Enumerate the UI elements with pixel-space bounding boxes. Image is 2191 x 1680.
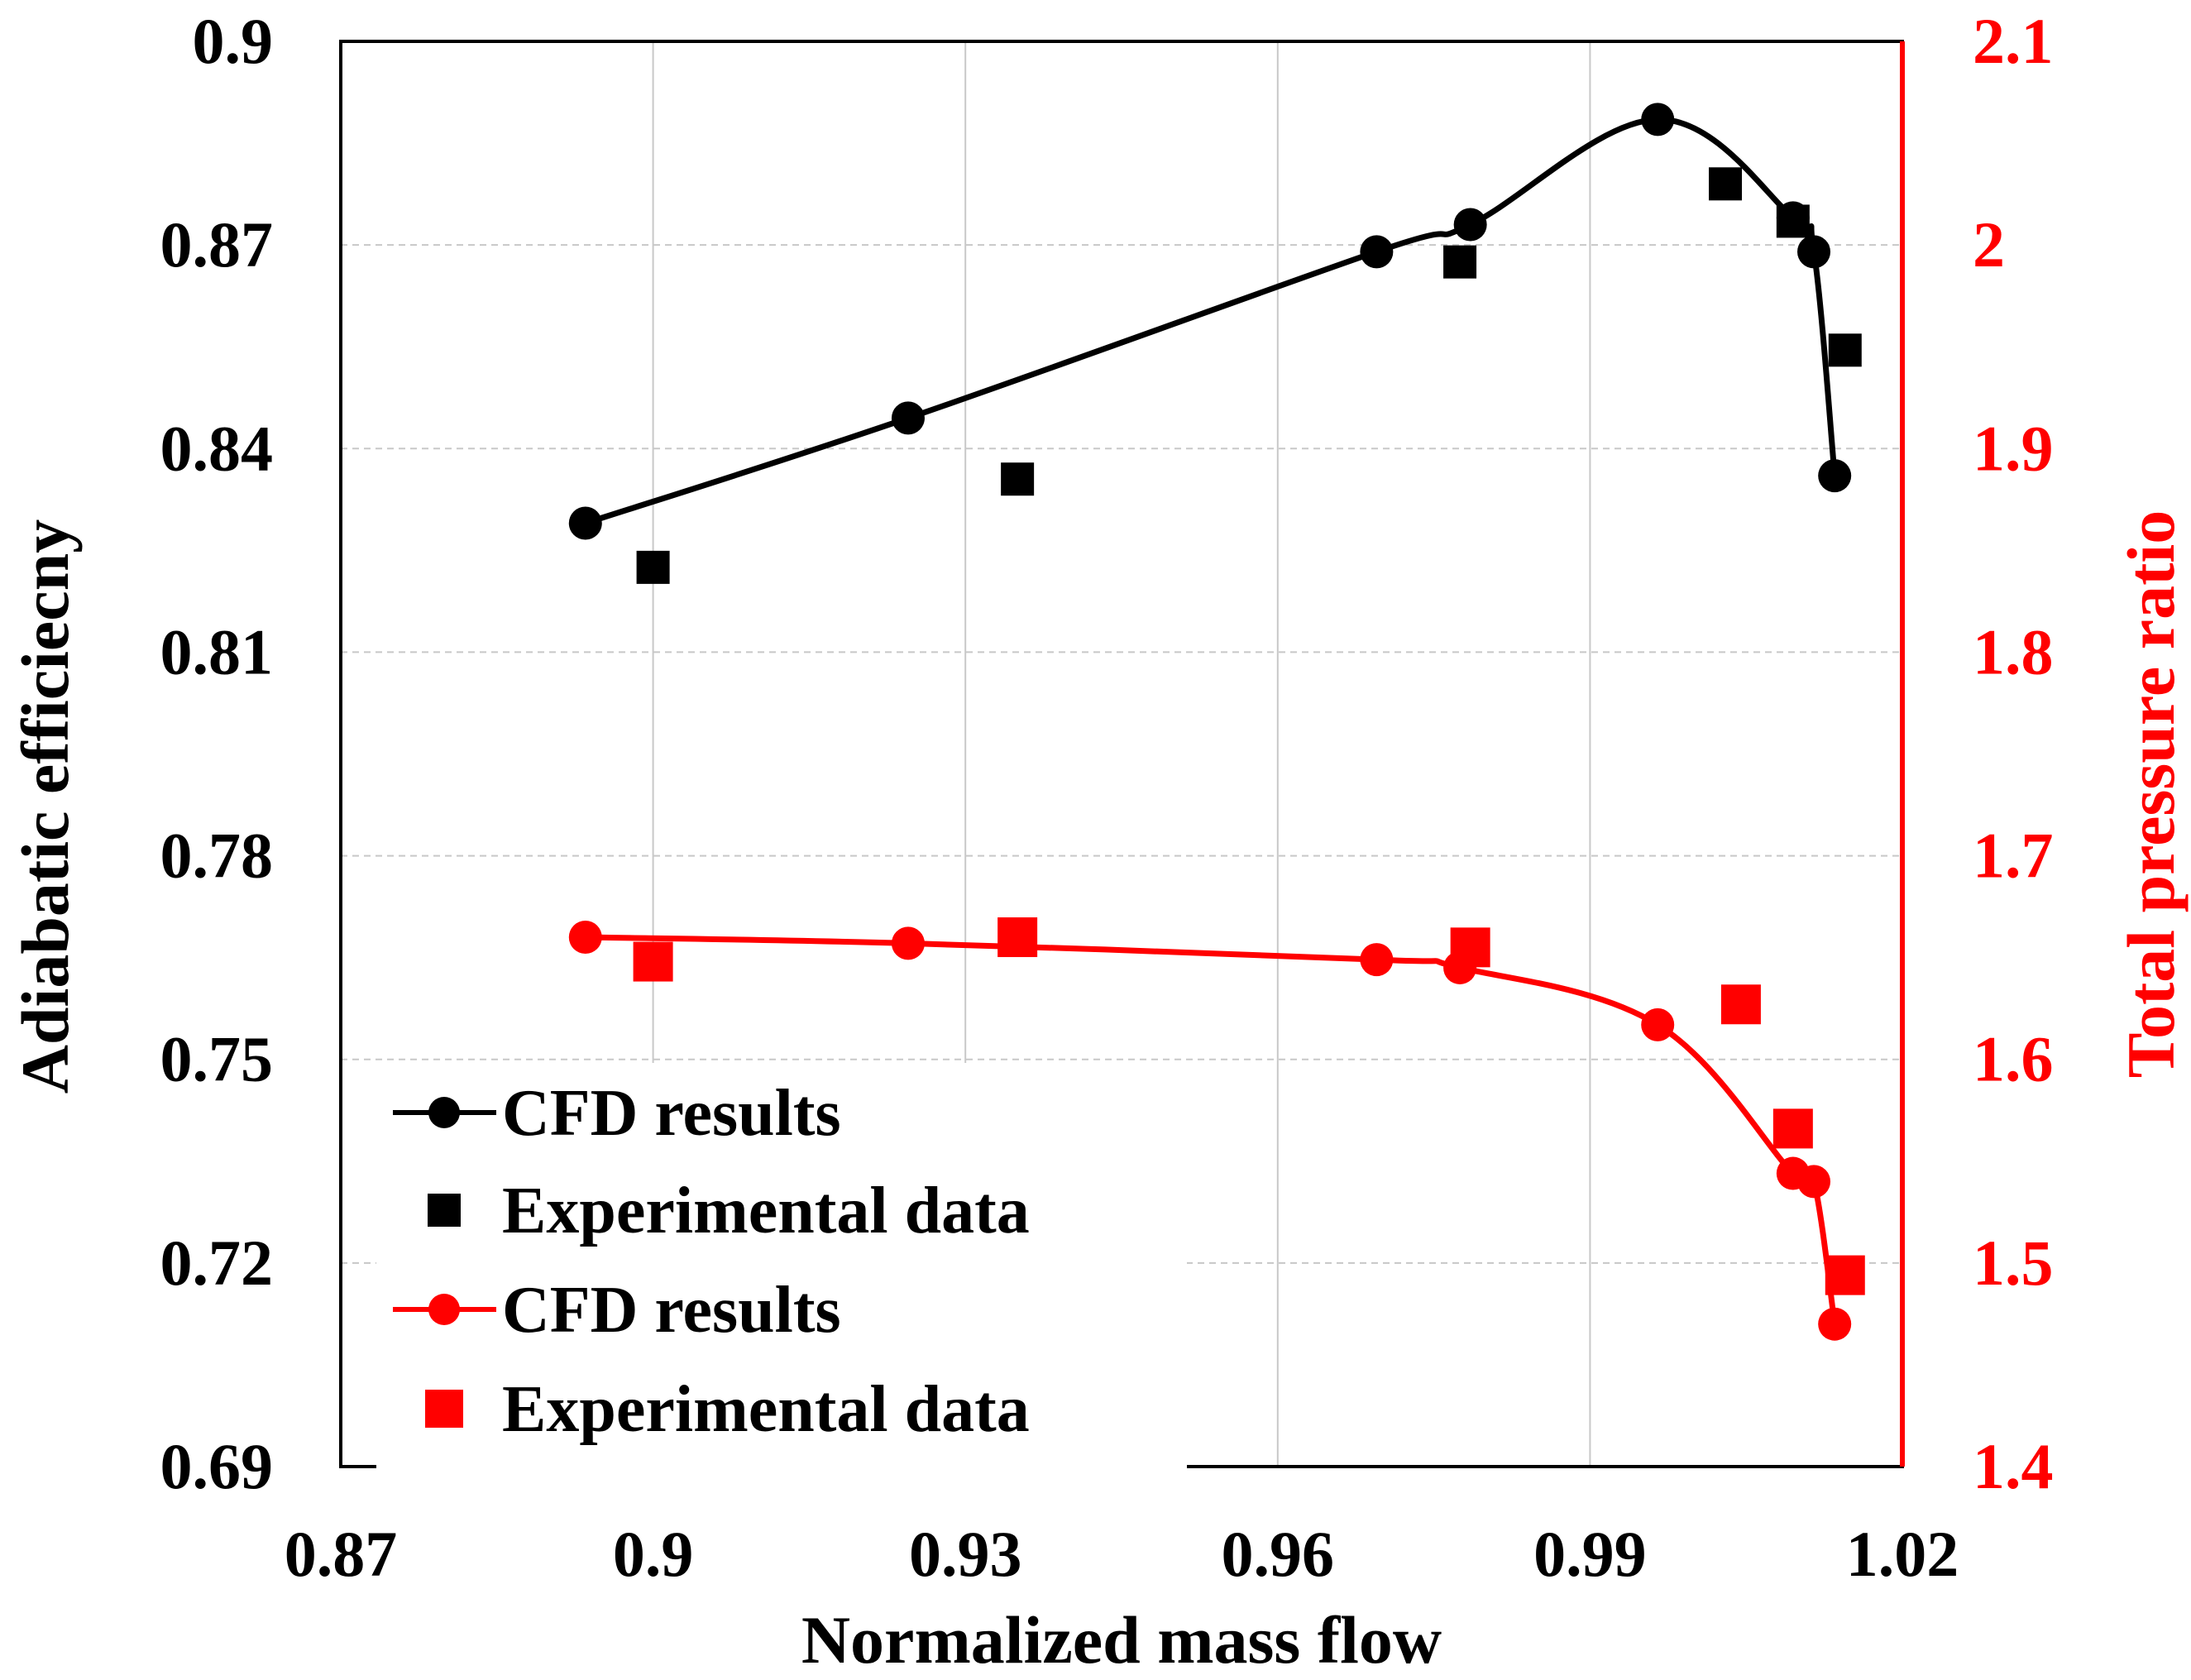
y2-tick-label: 1.5 (1973, 1227, 2054, 1299)
y-axis-title: Adiabatic efficiecny (7, 519, 83, 1094)
data-point-circle (891, 926, 925, 960)
legend-label: Experimental data (502, 1373, 1030, 1446)
y-tick-label: 0.72 (160, 1227, 274, 1299)
y2-tick-label: 1.4 (1973, 1430, 2054, 1502)
legend-label: CFD results (502, 1274, 841, 1347)
data-point-circle (568, 506, 602, 540)
data-point-circle (568, 921, 602, 955)
x-tick-label: 0.87 (285, 1518, 398, 1590)
data-point-circle (1797, 235, 1831, 269)
data-series (568, 103, 1865, 1341)
data-point-circle (1360, 235, 1394, 269)
legend-marker-red-square (425, 1390, 463, 1428)
series-line (582, 116, 1838, 526)
legend-item-cfd-efficiency: CFD results (393, 1077, 841, 1150)
data-point-square (1001, 462, 1035, 496)
data-point-circle (1641, 103, 1675, 136)
y2-tick-label: 1.8 (1973, 615, 2054, 687)
legend-background (376, 1063, 1187, 1468)
legend-item-exp-pressure: Experimental data (425, 1373, 1030, 1446)
legend-marker-black-circle (428, 1097, 460, 1128)
legend: CFD results Experimental data CFD result… (376, 1063, 1187, 1468)
x-tick-label: 0.93 (909, 1518, 1022, 1590)
legend-label: CFD results (502, 1077, 841, 1150)
data-point-circle (891, 401, 925, 435)
y-tick-label: 0.75 (160, 1023, 274, 1095)
data-point-circle (1818, 1307, 1852, 1341)
data-point-square (1443, 245, 1477, 279)
y2-tick-label: 1.9 (1973, 412, 2054, 484)
series-3-pressure (633, 917, 1865, 1295)
legend-marker-black-square (428, 1194, 461, 1227)
x-axis-title: Normalized mass flow (801, 1602, 1442, 1678)
y-tick-label: 0.78 (160, 820, 274, 892)
series-0-efficiency (568, 103, 1852, 540)
data-point-square (1828, 333, 1862, 367)
data-point-square (1720, 984, 1761, 1025)
y-tick-label: 0.84 (160, 412, 274, 484)
data-point-circle (1360, 943, 1394, 977)
data-point-square (997, 917, 1038, 958)
data-point-circle (1453, 208, 1487, 242)
data-point-square (633, 941, 673, 982)
y-tick-label: 0.81 (160, 615, 274, 687)
legend-item-cfd-pressure: CFD results (393, 1274, 841, 1347)
legend-item-exp-efficiency: Experimental data (428, 1175, 1030, 1247)
data-point-square (636, 550, 670, 584)
data-point-square (1450, 927, 1490, 968)
data-point-circle (1641, 1008, 1675, 1041)
y2-tick-label: 1.7 (1973, 820, 2054, 892)
data-point-square (1825, 1255, 1865, 1295)
data-point-square (1709, 167, 1743, 201)
series-1-efficiency (636, 167, 1862, 584)
y-tick-label: 0.87 (160, 208, 274, 280)
data-point-circle (1818, 459, 1852, 493)
y2-axis-title: Total pressure ratio (2113, 510, 2189, 1078)
x-tick-label: 0.99 (1533, 1518, 1647, 1590)
legend-label: Experimental data (502, 1175, 1030, 1247)
y-tick-label: 0.69 (160, 1430, 274, 1502)
x-tick-label: 0.96 (1222, 1518, 1335, 1590)
data-point-square (1772, 1108, 1813, 1149)
y-tick-label: 0.9 (193, 5, 274, 77)
series-2-pressure (568, 921, 1852, 1341)
x-tick-label: 0.9 (613, 1518, 694, 1590)
data-point-circle (1797, 1165, 1831, 1199)
tick-labels: 0.69 0.72 0.75 0.78 0.81 0.84 0.87 0.9 1.4 1.5 1.6… (160, 5, 2054, 1590)
y2-tick-label: 2.1 (1973, 5, 2054, 77)
legend-marker-red-circle (428, 1294, 460, 1325)
data-point-square (1776, 204, 1810, 238)
x-tick-label: 1.02 (1846, 1518, 1959, 1590)
y2-tick-label: 1.6 (1973, 1023, 2054, 1095)
y2-tick-label: 2 (1973, 208, 2005, 280)
